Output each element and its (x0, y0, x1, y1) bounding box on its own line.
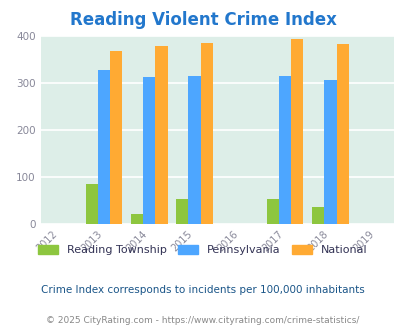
Bar (336, 44, 348, 224)
Text: Reading Violent Crime Index: Reading Violent Crime Index (69, 11, 336, 29)
Bar (266, 199, 278, 224)
Bar (143, 77, 155, 224)
Bar (110, 51, 122, 224)
Legend: Reading Township, Pennsylvania, National: Reading Township, Pennsylvania, National (38, 245, 367, 255)
Bar (98, 70, 110, 224)
Bar (188, 76, 200, 224)
Bar (324, 80, 336, 224)
Bar (278, 76, 290, 224)
Bar (85, 184, 98, 224)
Bar (131, 214, 143, 224)
Bar (200, 43, 212, 224)
Bar (155, 46, 167, 224)
Text: Crime Index corresponds to incidents per 100,000 inhabitants: Crime Index corresponds to incidents per… (41, 285, 364, 295)
Text: © 2025 CityRating.com - https://www.cityrating.com/crime-statistics/: © 2025 CityRating.com - https://www.city… (46, 315, 359, 325)
Bar (176, 199, 188, 224)
Bar (290, 39, 303, 224)
Bar (311, 207, 324, 224)
